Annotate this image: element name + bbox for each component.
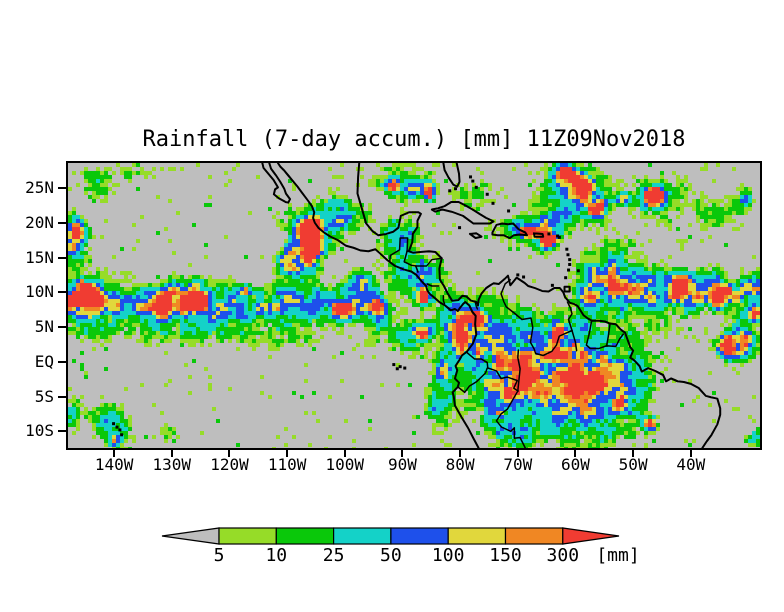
colorbar-segment bbox=[333, 527, 392, 545]
colorbar-tick-label: 100 bbox=[431, 545, 465, 566]
lon-tick-mark bbox=[632, 450, 635, 457]
colorbar-tick-label: 10 bbox=[265, 545, 288, 566]
lon-tick-mark bbox=[343, 450, 346, 457]
colorbar-segment bbox=[390, 527, 449, 545]
lon-tick-label: 120W bbox=[210, 455, 249, 474]
lat-tick-mark bbox=[58, 430, 66, 433]
lon-tick-mark bbox=[170, 450, 173, 457]
lon-tick-label: 60W bbox=[561, 455, 590, 474]
colorbar-unit-label: [mm] bbox=[596, 545, 640, 566]
lat-tick-label: EQ bbox=[34, 351, 54, 371]
lat-tick-label: 10N bbox=[25, 282, 54, 302]
lon-tick-mark bbox=[574, 450, 577, 457]
colorbar-tick-label: 25 bbox=[322, 545, 345, 566]
colorbar-below-arrow bbox=[161, 527, 220, 545]
lat-tick-label: 5N bbox=[34, 317, 54, 337]
colorbar-segment bbox=[275, 527, 335, 545]
lat-tick-mark bbox=[58, 256, 66, 259]
lon-tick-mark bbox=[113, 450, 116, 457]
lat-tick-label: 20N bbox=[25, 212, 54, 232]
lat-tick-mark bbox=[58, 291, 66, 294]
lat-tick-mark bbox=[58, 360, 66, 363]
lat-tick-mark bbox=[58, 221, 66, 224]
map-frame bbox=[66, 161, 762, 450]
colorbar-tick-label: 5 bbox=[213, 545, 225, 566]
lon-tick-label: 80W bbox=[445, 455, 475, 474]
lon-tick-mark bbox=[401, 450, 404, 457]
lat-tick-mark bbox=[58, 395, 66, 398]
rainfall-map-canvas bbox=[68, 163, 760, 448]
colorbar-segment bbox=[218, 527, 277, 545]
lat-tick-label: 15N bbox=[25, 247, 54, 267]
colorbar-scale bbox=[161, 527, 620, 545]
colorbar-segment bbox=[504, 527, 564, 545]
colorbar-segment bbox=[447, 527, 507, 545]
colorbar-tick-label: 300 bbox=[546, 545, 580, 566]
lat-tick-label: 10S bbox=[25, 421, 54, 441]
lat-tick-mark bbox=[58, 326, 66, 329]
lat-tick-label: 25N bbox=[25, 178, 54, 198]
chart-title: Rainfall (7-day accum.) [mm] 11Z09Nov201… bbox=[142, 127, 686, 152]
lon-tick-mark bbox=[228, 450, 231, 457]
lon-tick-label: 90W bbox=[388, 455, 417, 474]
lon-tick-label: 100W bbox=[325, 455, 365, 474]
lon-tick-mark bbox=[516, 450, 519, 457]
colorbar-tick-label: 150 bbox=[489, 545, 522, 566]
lon-tick-label: 40W bbox=[676, 455, 706, 474]
lon-tick-mark bbox=[459, 450, 462, 457]
colorbar-above-arrow bbox=[562, 527, 620, 545]
colorbar-tick-label: 50 bbox=[380, 545, 402, 566]
lon-tick-mark bbox=[689, 450, 692, 457]
lat-tick-mark bbox=[58, 187, 66, 190]
lon-tick-label: 140W bbox=[94, 455, 134, 474]
lon-tick-label: 130W bbox=[152, 455, 192, 474]
lat-tick-label: 5S bbox=[34, 386, 54, 406]
lon-tick-label: 70W bbox=[503, 455, 533, 474]
lon-tick-label: 110W bbox=[267, 455, 307, 474]
lon-tick-label: 50W bbox=[618, 455, 648, 474]
lon-tick-mark bbox=[286, 450, 289, 457]
